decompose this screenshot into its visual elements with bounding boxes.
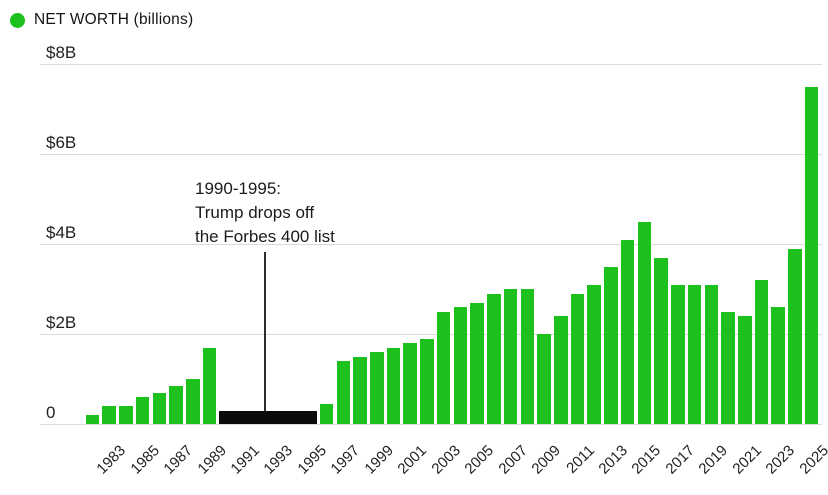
bar-1997 xyxy=(336,361,350,424)
bar-1985 xyxy=(135,397,150,424)
bar-2003 xyxy=(436,311,451,424)
y-axis-label-4b: $4B xyxy=(46,223,77,242)
bar-1987 xyxy=(169,385,183,425)
bar-2021 xyxy=(738,316,752,424)
legend-label: NET WORTH (billions) xyxy=(34,11,194,28)
annotation-connector-line xyxy=(264,252,266,411)
bar-2014 xyxy=(620,239,635,424)
bar-1982 xyxy=(85,415,100,424)
y-axis-label-8b: $8B xyxy=(46,43,77,62)
gridline-8b xyxy=(40,64,822,65)
bar-2008 xyxy=(520,289,534,424)
y-axis-label-0: 0 xyxy=(46,403,56,422)
annotation-line-1: 1990-1995: xyxy=(195,179,282,198)
bar-2011 xyxy=(570,293,585,424)
bar-2019 xyxy=(704,284,718,424)
y-axis-label-6b: $6B xyxy=(46,133,77,152)
bar-1988 xyxy=(186,379,200,424)
bar-2015 xyxy=(637,221,652,424)
bar-2010 xyxy=(554,316,568,424)
bar-2017 xyxy=(671,284,685,424)
gridline-4b xyxy=(40,244,822,245)
bar-2013 xyxy=(604,266,618,424)
bar-2009 xyxy=(537,334,551,424)
gridline-6b xyxy=(40,154,822,155)
chart-legend: NET WORTH (billions) xyxy=(10,11,193,29)
bar-2005 xyxy=(470,302,484,424)
legend-dot-icon xyxy=(10,12,25,28)
bar-2022 xyxy=(754,280,769,424)
bar-2016 xyxy=(654,257,668,424)
bar-2018 xyxy=(687,284,702,424)
bar-2020 xyxy=(721,311,735,424)
bar-1983 xyxy=(102,406,116,424)
bar-2012 xyxy=(587,284,601,424)
y-axis-label-2b: $2B xyxy=(46,313,77,332)
bar-2001 xyxy=(403,343,417,424)
bar-2024 xyxy=(788,248,802,424)
bar-2025 xyxy=(804,86,819,424)
bar-1989 xyxy=(202,347,217,424)
off-forbes-list-marker xyxy=(219,411,317,424)
bar-2004 xyxy=(453,307,468,424)
annotation-line-2: Trump drops off xyxy=(195,203,315,222)
bar-2006 xyxy=(487,293,501,424)
bar-2000 xyxy=(386,347,401,424)
gridline-0 xyxy=(40,424,822,425)
bar-1986 xyxy=(152,392,166,424)
bar-1996 xyxy=(319,403,334,425)
bar-1984 xyxy=(119,406,133,424)
bar-2023 xyxy=(771,307,785,424)
bar-2002 xyxy=(420,338,434,424)
gridline-2b xyxy=(40,334,822,335)
annotation-text: 1990-1995: Trump drops off the Forbes 40… xyxy=(195,177,335,249)
bar-1999 xyxy=(370,352,384,424)
annotation-line-3: the Forbes 400 list xyxy=(195,227,335,246)
bar-1998 xyxy=(353,356,367,424)
bar-2007 xyxy=(503,289,518,424)
